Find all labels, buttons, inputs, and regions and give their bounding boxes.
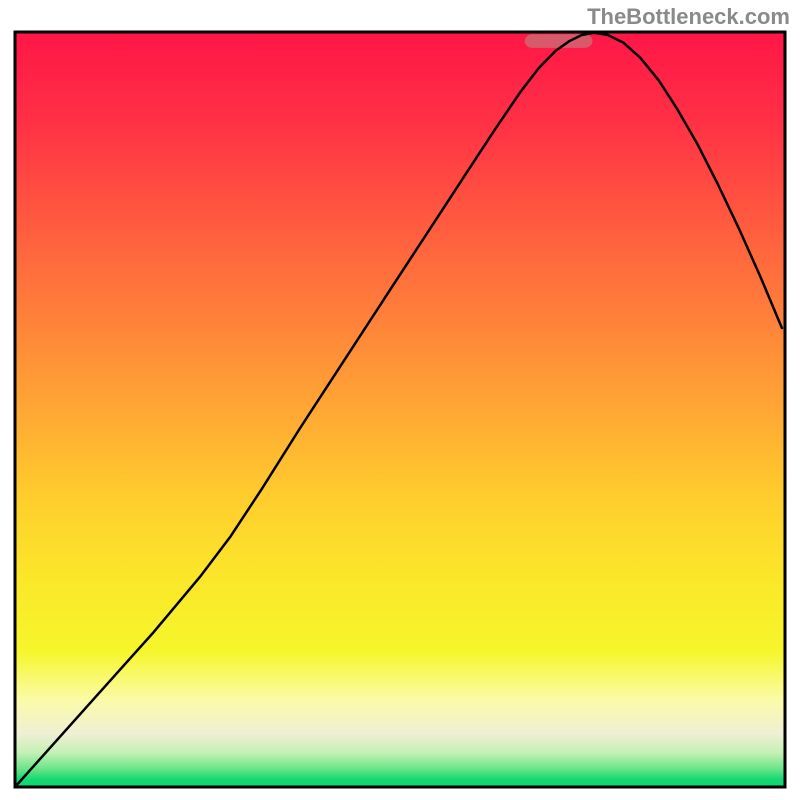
watermark-text: TheBottleneck.com — [587, 4, 790, 30]
plot-svg — [0, 0, 800, 800]
optimal-marker — [525, 34, 593, 48]
plot-background — [15, 32, 785, 787]
chart-container: TheBottleneck.com — [0, 0, 800, 800]
bottleneck-plot — [0, 0, 800, 800]
